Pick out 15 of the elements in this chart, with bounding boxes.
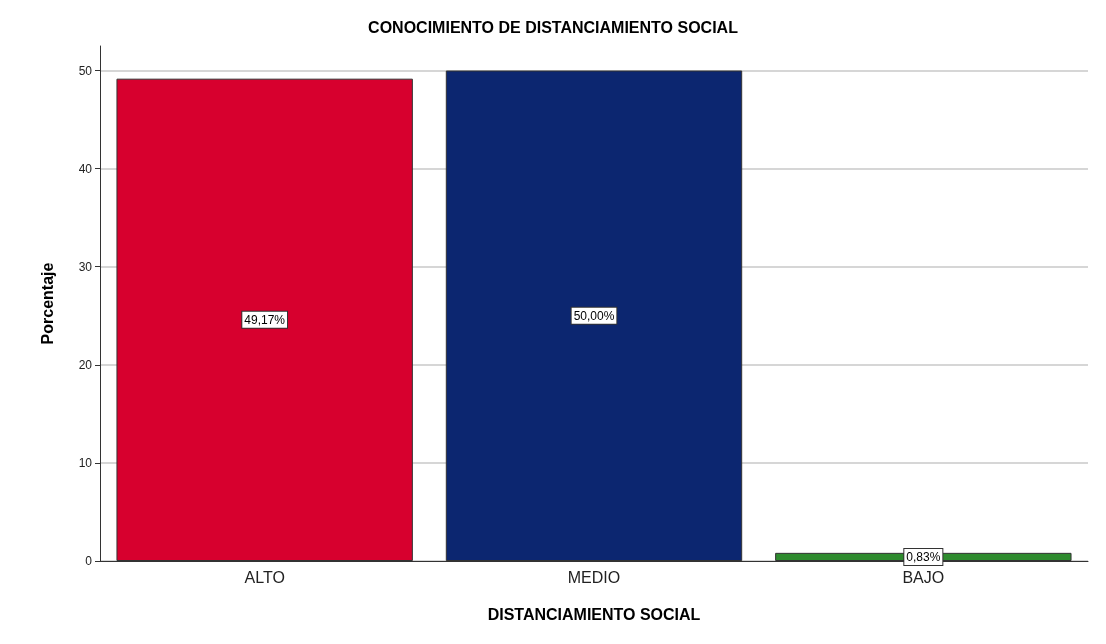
data-label: 50,00% [573, 308, 615, 323]
x-axis-title: DISTANCIAMIENTO SOCIAL [487, 605, 701, 623]
y-axis-title: Porcentaje [38, 262, 56, 345]
x-tick-label: MEDIO [567, 568, 621, 586]
x-tick-label: ALTO [244, 568, 285, 586]
y-tick-label: 40 [78, 161, 93, 176]
y-tick-label: 20 [78, 357, 93, 372]
y-tick-label: 30 [78, 259, 93, 274]
x-tick-label: BAJO [902, 568, 945, 586]
y-tick-label: 0 [85, 554, 93, 568]
data-label: 49,17% [244, 312, 286, 327]
y-tick-label: 10 [78, 455, 93, 470]
data-label: 0,83% [906, 549, 941, 564]
chart-title: CONOCIMIENTO DE DISTANCIAMIENTO SOCIAL [368, 18, 739, 36]
y-tick-label: 50 [78, 63, 93, 78]
